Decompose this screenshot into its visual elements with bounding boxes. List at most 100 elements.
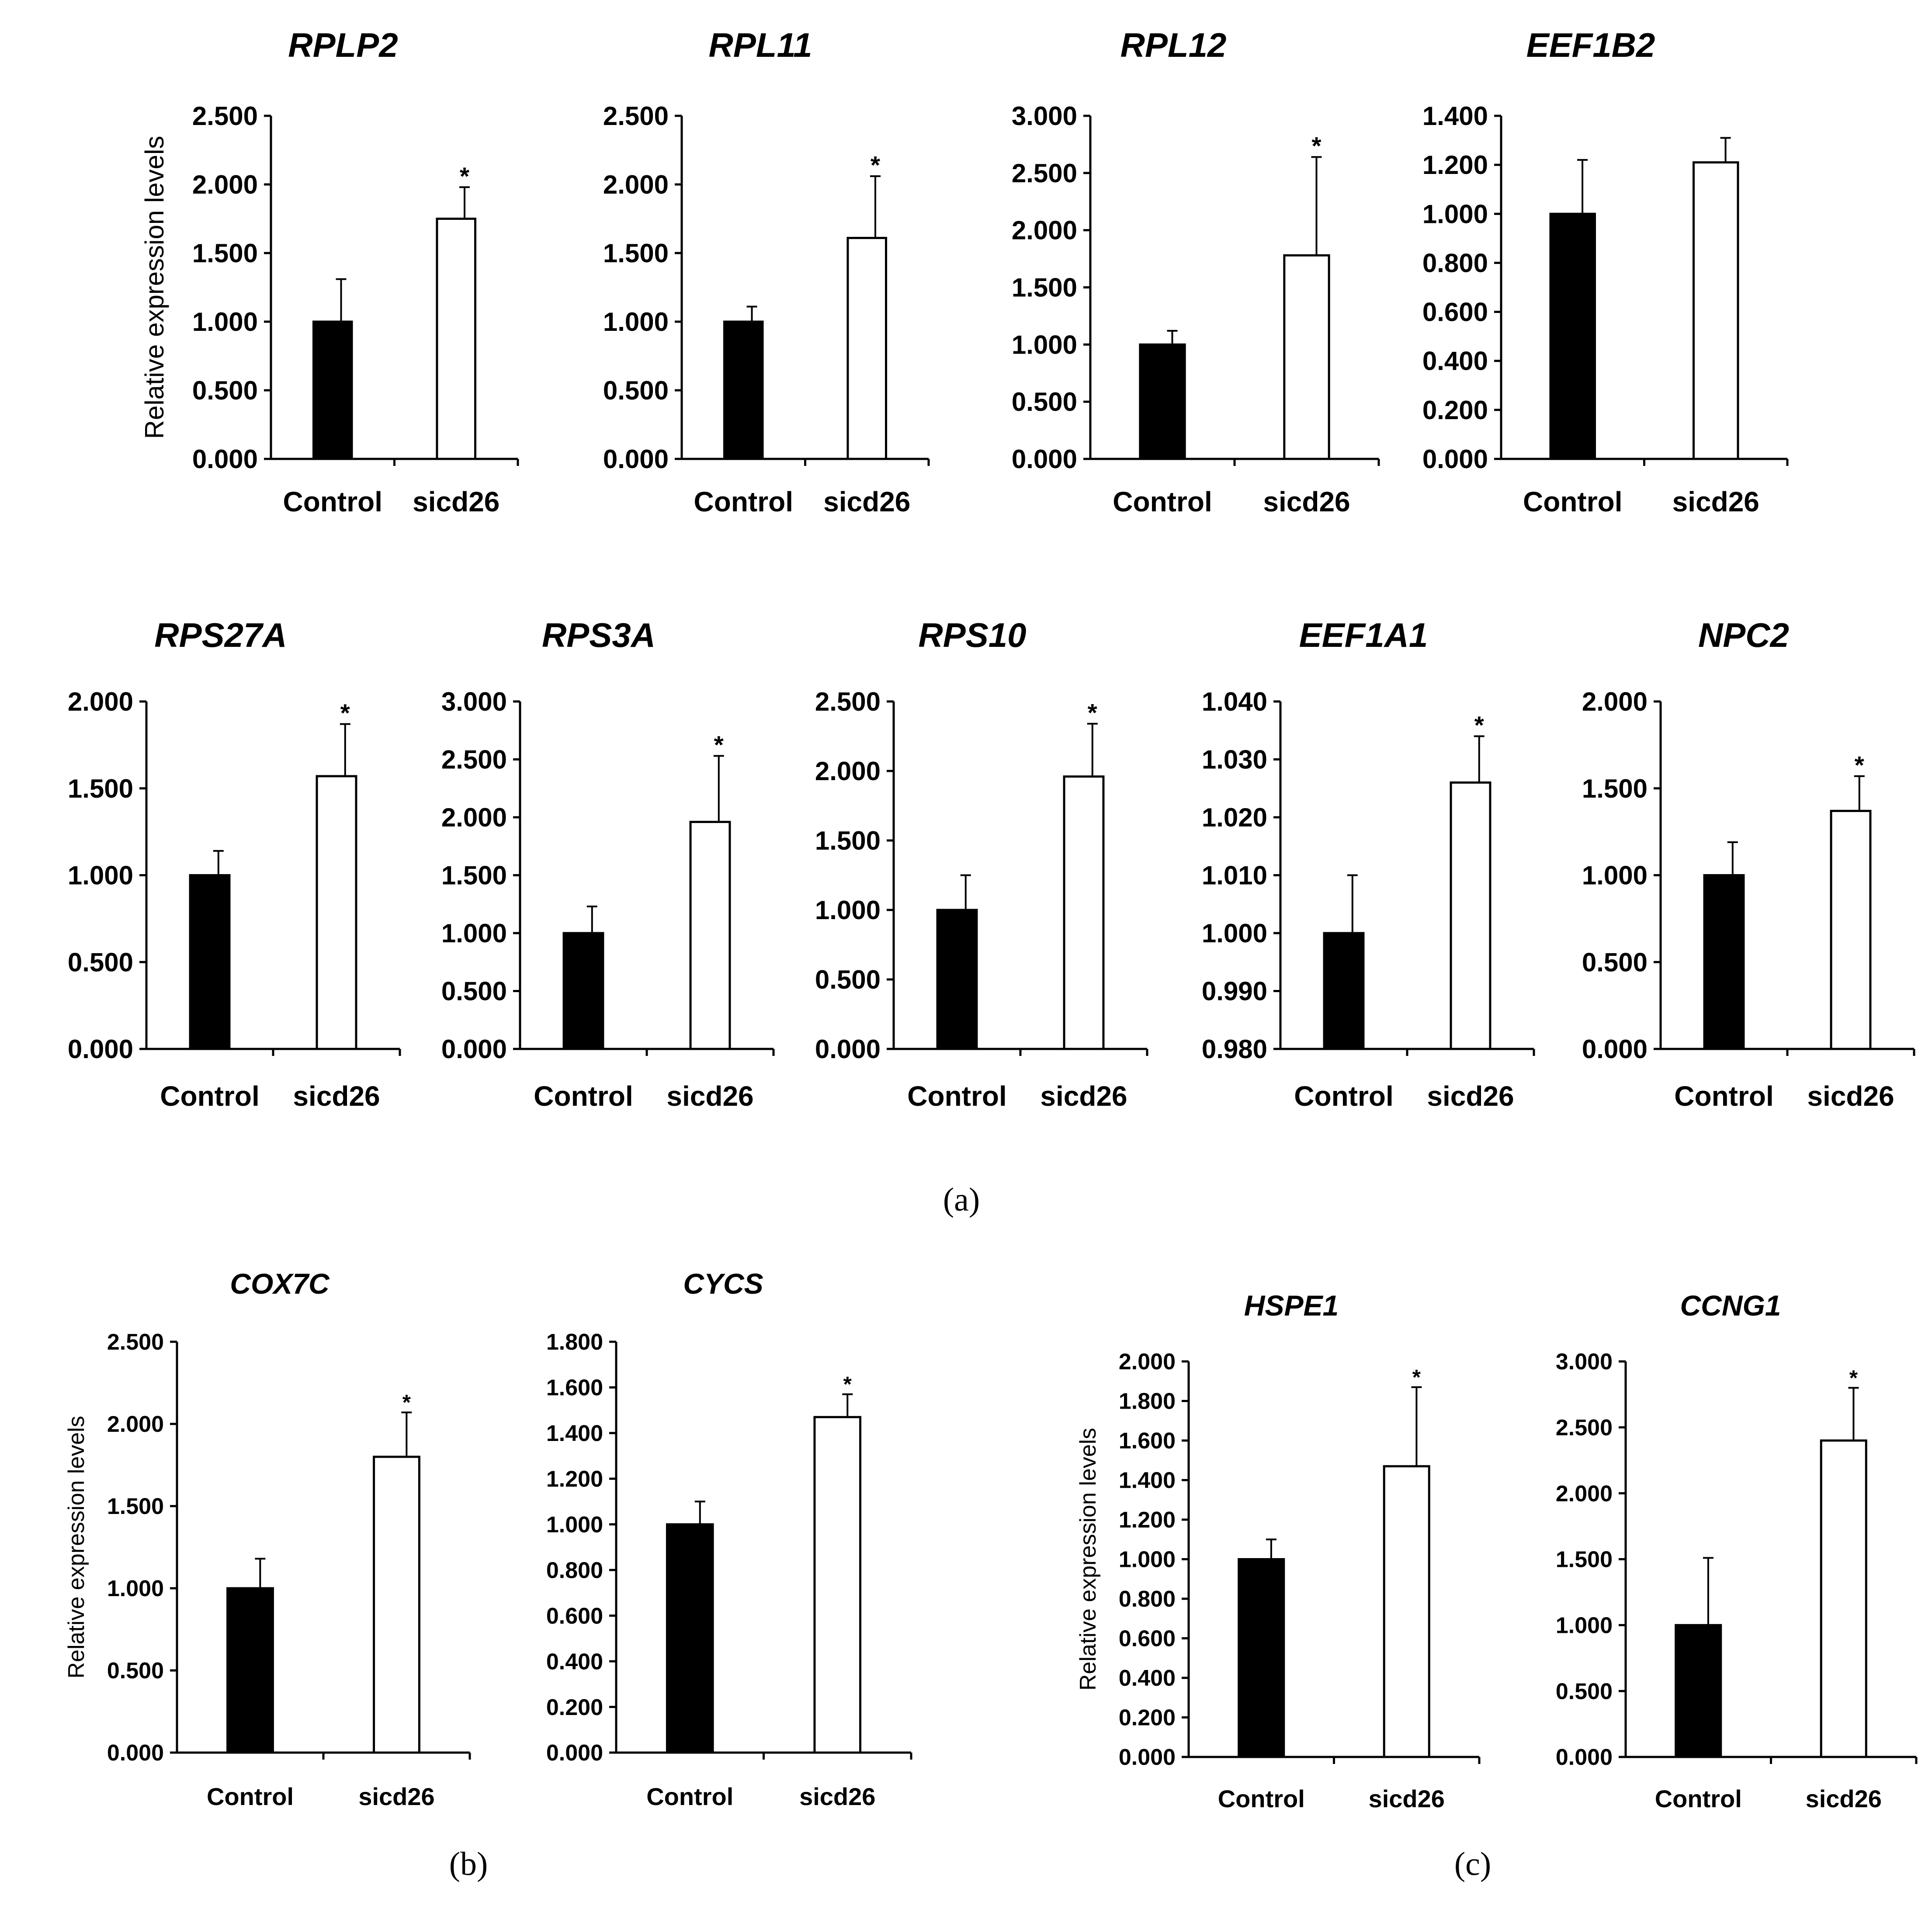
chart-title: RPLP2 [288,26,398,64]
bar-sicd26 [1383,1465,1430,1758]
significance-star: * [1849,1366,1858,1390]
y-tick-label: 0.200 [1422,396,1488,425]
y-tick-label: 1.600 [1119,1428,1176,1454]
y-tick-label: 2.000 [441,803,507,832]
x-tick-label: Control [694,486,794,517]
y-tick-label: 1.500 [441,861,507,890]
y-tick-label: 1.400 [546,1421,603,1446]
y-tick-label: 0.000 [107,1740,164,1766]
chart-npc2: NPC2 0.000 0.500 1.000 1.500 2.000 Control * sic… [1582,616,1915,1112]
x-tick-label: Control [907,1080,1007,1112]
y-tick-label: 0.600 [546,1604,603,1629]
charts-container: RPLP2 0.000 0.500 1.000 1.500 2.000 2.500 Relat… [64,26,1918,1812]
bar-control [1675,1624,1722,1758]
y-tick-label: 3.000 [441,687,507,716]
y-tick-label: 0.200 [1119,1705,1176,1731]
y-tick-label: 1.500 [815,826,881,855]
x-tick-label: sicd26 [1427,1080,1514,1112]
y-tick-label: 3.000 [1556,1349,1613,1375]
y-tick-label: 0.000 [1422,444,1488,474]
chart-rps3a: RPS3A 0.000 0.500 1.000 1.500 2.000 2.500 3.000… [441,616,775,1112]
chart-title: CYCS [683,1267,763,1300]
significance-star: * [1474,712,1485,739]
y-tick-label: 1.200 [1422,150,1488,180]
x-tick-label: Control [1113,486,1212,517]
y-tick-label: 1.500 [603,239,669,268]
chart-ccng1: CCNG1 0.000 0.500 1.000 1.500 2.000 2.500 3.000… [1556,1289,1918,1812]
y-tick-label: 1.000 [546,1512,603,1538]
y-axis-title: Relative expression levels [64,1416,89,1678]
bar-sicd26 [1692,161,1739,460]
bar-sicd26 [689,821,731,1050]
y-tick-label: 2.000 [107,1412,164,1437]
y-tick-label: 1.500 [1556,1547,1613,1573]
y-tick-label: 1.500 [1012,273,1077,302]
bar-control [1549,212,1596,460]
y-axis-title: Relative expression levels [140,136,169,439]
y-tick-label: 1.020 [1202,803,1267,832]
panel-label-c: (c) [1454,1846,1491,1882]
significance-star: * [460,162,470,190]
y-tick-label: 0.500 [603,376,669,405]
chart-title: NPC2 [1698,616,1789,654]
x-tick-label: sicd26 [293,1080,380,1112]
bar-control [1139,343,1186,460]
y-tick-label: 0.000 [192,444,258,474]
y-tick-label: 0.000 [815,1035,881,1064]
y-tick-label: 1.000 [68,861,133,890]
y-tick-label: 0.000 [1119,1745,1176,1770]
y-tick-label: 0.000 [1012,444,1077,474]
y-tick-label: 1.000 [1202,919,1267,948]
y-tick-label: 3.000 [1012,101,1077,131]
x-tick-label: Control [207,1783,294,1810]
chart-title: HSPE1 [1244,1289,1339,1322]
bar-sicd26 [1283,254,1330,460]
chart-cox7c: COX7C 0.000 0.500 1.000 1.500 2.000 2.500 Relat… [64,1267,471,1810]
significance-star: * [843,1372,852,1396]
significance-star: * [402,1391,411,1415]
y-tick-label: 0.500 [68,948,133,977]
y-tick-label: 1.000 [192,307,258,337]
y-tick-label: 1.010 [1202,861,1267,890]
chart-rpl12: RPL12 0.000 0.500 1.000 1.500 2.000 2.500 3.000… [1012,26,1380,517]
chart-hspe1: HSPE1 0.000 0.200 0.400 0.600 0.800 1.000 1.200… [1075,1289,1481,1812]
y-tick-label: 0.400 [1119,1666,1176,1691]
chart-rpl11: RPL11 0.000 0.500 1.000 1.500 2.000 2.500 Contr… [603,26,930,517]
x-tick-label: sicd26 [1806,1785,1882,1812]
y-tick-label: 0.500 [107,1658,164,1684]
y-tick-label: 1.000 [1422,199,1488,229]
y-tick-label: 2.500 [1012,159,1077,188]
x-tick-label: Control [1523,486,1623,517]
x-tick-label: sicd26 [1040,1080,1127,1112]
y-tick-label: 1.200 [1119,1507,1176,1533]
bar-sicd26 [1820,1439,1867,1758]
bar-sicd26 [436,218,477,460]
y-tick-label: 1.000 [1556,1613,1613,1639]
bar-sicd26 [316,775,357,1050]
y-tick-label: 2.500 [441,745,507,774]
y-tick-label: 0.000 [1582,1035,1648,1064]
bar-sicd26 [373,1455,420,1754]
y-tick-label: 1.800 [546,1330,603,1355]
y-tick-label: 0.800 [1119,1587,1176,1612]
y-tick-label: 1.000 [1012,330,1077,359]
chart-title: CCNG1 [1680,1289,1781,1322]
y-tick-label: 1.000 [441,919,507,948]
bar-control [189,874,231,1050]
y-tick-label: 2.500 [603,101,669,131]
y-axis-title: Relative expression levels [1075,1428,1101,1691]
y-tick-label: 1.040 [1202,687,1267,716]
significance-star: * [1088,699,1098,727]
y-tick-label: 0.000 [603,444,669,474]
significance-star: * [871,151,881,179]
chart-title: EEF1A1 [1299,616,1428,654]
y-tick-label: 0.500 [815,965,881,994]
significance-star: * [714,731,724,759]
y-tick-label: 1.000 [107,1576,164,1601]
x-tick-label: sicd26 [1672,486,1759,517]
x-tick-label: Control [160,1080,260,1112]
chart-cycs: CYCS 0.000 0.200 0.400 0.600 0.800 1.000 1.200 1… [546,1267,912,1810]
significance-star: * [1855,751,1865,779]
bar-control [226,1587,274,1754]
